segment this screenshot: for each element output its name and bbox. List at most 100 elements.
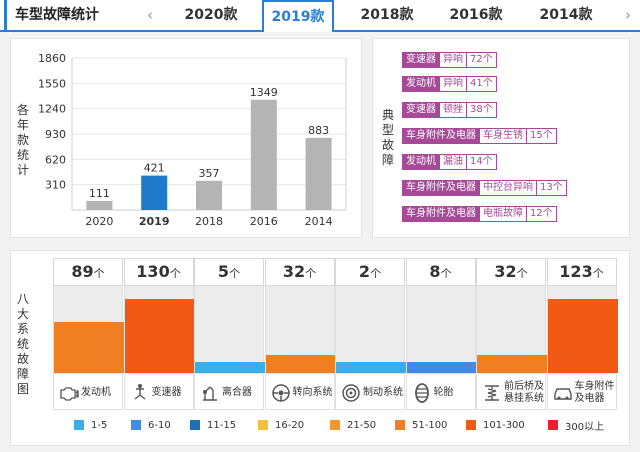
fault-row[interactable]: 车身附件及电器 中控台异响 13个 — [402, 180, 567, 196]
fault-symptom-tag: 异响 — [440, 76, 467, 92]
system-count-unit: 个 — [169, 267, 181, 280]
system-bar-area — [123, 286, 195, 373]
legend-item: 51-100 — [395, 418, 447, 432]
system-count: 123个 — [546, 258, 617, 286]
system-count-number: 130 — [136, 262, 170, 281]
system-label: 变速器 — [123, 373, 194, 410]
fault-count-tag: 72个 — [467, 52, 497, 68]
system-bar — [195, 362, 265, 373]
legend-item: 11-15 — [190, 418, 236, 432]
system-count-unit: 个 — [516, 267, 528, 280]
legend-item: 21-50 — [330, 418, 376, 432]
system-count-number: 89 — [71, 262, 94, 281]
system-count-unit: 个 — [229, 267, 241, 280]
system-bar — [406, 362, 477, 373]
system-count-number: 5 — [217, 262, 230, 281]
legend-swatch — [466, 420, 476, 430]
system-count: 8个 — [405, 258, 476, 286]
legend-item: 1-5 — [74, 418, 107, 432]
system-name: 转向系统 — [292, 386, 333, 398]
legend-swatch — [548, 420, 558, 430]
system-column[interactable]: 32个 前后桥及悬挂系统 — [476, 258, 547, 410]
legend-swatch — [330, 420, 340, 430]
fault-symptom-tag: 顿挫 — [440, 102, 467, 118]
fault-count-tag: 15个 — [527, 128, 557, 144]
systems-label-text: 八大系统故障图 — [16, 292, 29, 396]
prev-arrow-button[interactable]: ‹ — [147, 6, 153, 24]
engine-icon — [58, 383, 80, 403]
system-label: 轮胎 — [405, 373, 476, 410]
legend-item: 16-20 — [258, 418, 304, 432]
tire-icon — [411, 383, 433, 403]
fault-row[interactable]: 变速器 顿挫 38个 — [402, 102, 497, 118]
legend-item: 101-300 — [466, 418, 525, 432]
x-tick-label: 2019 — [139, 215, 170, 228]
legend-item: 6-10 — [131, 418, 171, 432]
system-name: 制动系统 — [363, 386, 403, 398]
bar-value-label: 1349 — [250, 86, 278, 99]
system-column[interactable]: 32个 转向系统 — [264, 258, 336, 410]
system-column[interactable]: 5个离合器 — [194, 258, 265, 410]
legend-item: 300以上 — [548, 418, 604, 433]
bar-value-label: 111 — [89, 187, 110, 200]
tab-2020[interactable]: 2020款 — [184, 7, 238, 23]
system-count-unit: 个 — [93, 267, 105, 280]
system-column[interactable]: 123个车身附件及电器 — [546, 258, 618, 410]
system-bar-area — [194, 286, 265, 373]
system-bar — [547, 299, 618, 373]
system-column[interactable]: 130个变速器 — [123, 258, 195, 410]
system-bar-area — [264, 286, 336, 373]
fault-row[interactable]: 发动机 异响 41个 — [402, 76, 497, 92]
typical-faults-label-text: 典型故障 — [381, 108, 394, 167]
system-label: 制动系统 — [335, 373, 405, 410]
system-column[interactable]: 8个轮胎 — [405, 258, 477, 410]
y-tick-label: 1550 — [38, 77, 66, 90]
system-count: 130个 — [123, 258, 194, 286]
tab-2016[interactable]: 2016款 — [449, 7, 503, 23]
x-tick-label: 2018 — [195, 215, 223, 228]
fault-count-tag: 14个 — [467, 154, 497, 170]
legend-label: 101-300 — [483, 419, 525, 431]
fault-count-tag: 12个 — [527, 206, 557, 222]
legend-swatch — [258, 420, 268, 430]
bar-value-label: 421 — [144, 162, 165, 175]
legend-swatch — [74, 420, 84, 430]
system-name: 离合器 — [222, 386, 252, 398]
brake-icon — [340, 383, 362, 403]
fault-row[interactable]: 车身附件及电器 电瓶故障 12个 — [402, 206, 557, 222]
fault-component-tag: 发动机 — [402, 154, 440, 170]
bar — [250, 99, 277, 210]
bar — [196, 180, 222, 210]
system-label: 发动机 — [53, 373, 123, 410]
car-body-icon — [552, 383, 574, 403]
tab-2018[interactable]: 2018款 — [360, 7, 414, 23]
system-column[interactable]: 89个发动机 — [53, 258, 124, 410]
fault-symptom-tag: 异响 — [440, 52, 467, 68]
next-arrow-button[interactable]: › — [625, 6, 631, 24]
tab-2019[interactable]: 2019款 — [262, 0, 334, 34]
system-label: 车身附件及电器 — [546, 373, 617, 410]
bar — [305, 137, 332, 210]
system-bar-area — [405, 286, 477, 373]
fault-symptom-tag: 中控台异响 — [480, 180, 537, 196]
page-title: 车型故障统计 — [4, 0, 99, 30]
bar-value-label: 357 — [199, 167, 220, 180]
legend-swatch — [131, 420, 141, 430]
system-count-number: 123 — [559, 262, 593, 281]
fault-row[interactable]: 车身附件及电器 车身生锈 15个 — [402, 128, 557, 144]
fault-component-tag: 车身附件及电器 — [402, 180, 480, 196]
fault-component-tag: 车身附件及电器 — [402, 128, 480, 144]
y-tick-label: 620 — [45, 153, 66, 166]
header-bar: 车型故障统计 ‹ 2020款 2019款 2018款 2016款 2014款 › — [0, 0, 640, 34]
clutch-icon — [199, 383, 221, 403]
fault-symptom-tag: 漏油 — [440, 154, 467, 170]
fault-row[interactable]: 发动机 漏油 14个 — [402, 154, 497, 170]
fault-component-tag: 变速器 — [402, 102, 440, 118]
legend-label: 21-50 — [347, 419, 377, 431]
system-column[interactable]: 2个 制动系统 — [335, 258, 406, 410]
tab-2014[interactable]: 2014款 — [539, 7, 593, 23]
fault-count-tag: 13个 — [537, 180, 567, 196]
fault-row[interactable]: 变速器 异响 72个 — [402, 52, 497, 68]
system-bar — [477, 355, 547, 373]
legend-label: 51-100 — [412, 419, 448, 431]
